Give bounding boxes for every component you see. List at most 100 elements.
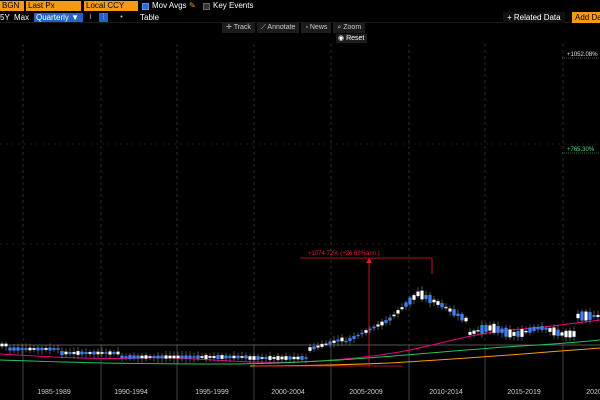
candle	[544, 327, 548, 330]
candle	[584, 311, 588, 321]
candlesticks	[0, 285, 600, 365]
reset-label: Reset	[346, 35, 365, 42]
candle	[460, 313, 464, 321]
pct-label-2: +765.30%	[567, 147, 595, 153]
candle	[468, 331, 472, 335]
candle	[484, 324, 488, 332]
candle	[332, 340, 336, 344]
candle	[176, 355, 180, 359]
candle	[240, 356, 244, 358]
candle	[44, 347, 48, 351]
period-select[interactable]: Quarterly ▼	[34, 13, 83, 22]
candle	[428, 294, 432, 304]
table-button[interactable]: Table	[140, 13, 160, 22]
reset-button[interactable]: ◉ Reset	[336, 34, 368, 43]
related-data-button[interactable]: + Related Data	[503, 12, 565, 23]
zoom-tool[interactable]: ⌕ Zoom	[333, 23, 366, 33]
more-dot-icon[interactable]: •	[120, 14, 123, 21]
candle	[212, 355, 216, 359]
candle	[252, 356, 256, 360]
candle	[360, 332, 364, 335]
candle	[432, 299, 436, 303]
price-chart[interactable]: +1074.72% (+26.63%ann.) +1052.08% +765.30…	[0, 44, 600, 400]
candle	[440, 303, 444, 308]
candle	[136, 355, 140, 359]
candle	[536, 326, 540, 330]
news-tool[interactable]: ▫ News	[301, 23, 332, 33]
candle	[248, 356, 252, 360]
x-axis: 1985-1989 1990-1994 1995-1999 2000-2004 2005…	[37, 389, 600, 396]
candle	[548, 327, 552, 332]
candle	[124, 356, 128, 358]
candle	[364, 330, 368, 333]
candle	[64, 351, 68, 355]
candle	[0, 343, 4, 347]
line-chart-icon[interactable]: ⌇	[88, 14, 93, 21]
measure-annotation: +1074.72% (+26.63%ann.)	[255, 251, 433, 367]
field-select[interactable]: Last Px	[26, 1, 81, 11]
zoom-label: Zoom	[343, 24, 362, 31]
x-tick-label: 2020	[586, 389, 600, 396]
candle	[376, 324, 380, 327]
candle	[48, 347, 52, 351]
candle	[316, 345, 320, 348]
candle	[156, 355, 160, 359]
candle	[572, 331, 576, 337]
range-5y-button[interactable]: 5Y	[0, 13, 10, 22]
key-events-checkbox[interactable]	[203, 3, 210, 10]
candle	[88, 351, 92, 355]
candle	[556, 329, 560, 336]
track-tool[interactable]: ✛ Track	[222, 23, 255, 33]
candle	[76, 350, 80, 356]
ticker-field[interactable]: BGN	[0, 1, 24, 11]
x-tick-label: 1985-1989	[37, 389, 71, 396]
candle	[404, 302, 408, 307]
candle	[224, 355, 228, 359]
candle	[24, 348, 28, 350]
candle	[336, 339, 340, 342]
chart-grid	[0, 44, 600, 400]
candle	[204, 354, 208, 360]
annotate-tool[interactable]: ⟋ Annotate	[256, 23, 300, 33]
second-toolbar	[0, 12, 600, 23]
period-label: Quarterly	[36, 13, 69, 22]
candle-chart-icon[interactable]: ⫶	[99, 13, 108, 22]
candle	[140, 355, 144, 359]
candle	[580, 311, 584, 321]
candle	[488, 325, 492, 331]
x-tick-label: 2000-2004	[271, 389, 305, 396]
candle	[164, 355, 168, 359]
x-tick-label: 2015-2019	[507, 389, 541, 396]
mov-avgs-checkbox[interactable]	[142, 3, 149, 10]
candle	[380, 321, 384, 326]
candle	[560, 332, 564, 336]
candle	[36, 347, 40, 351]
measure-label: +1074.72% (+26.63%ann.)	[308, 251, 380, 257]
candle	[232, 355, 236, 359]
x-tick-label: 2010-2014	[429, 389, 463, 396]
candle	[188, 355, 192, 359]
candle	[192, 356, 196, 358]
candle	[464, 317, 468, 322]
candle	[480, 324, 484, 334]
candle	[256, 356, 260, 360]
candle	[504, 327, 508, 337]
candle	[280, 356, 284, 360]
candle	[444, 306, 448, 309]
candle	[228, 355, 232, 359]
pencil-icon[interactable]: ✎	[189, 1, 196, 10]
candle	[588, 312, 592, 320]
candle	[532, 326, 536, 331]
currency-select[interactable]: Local CCY	[84, 1, 138, 11]
candle	[84, 352, 88, 354]
candle	[512, 331, 516, 336]
candle	[100, 352, 104, 354]
candle	[28, 347, 32, 351]
candle	[420, 290, 424, 300]
range-max-button[interactable]: Max	[14, 13, 30, 22]
candle	[344, 340, 348, 343]
moving-avg-line-2	[0, 339, 600, 365]
add-data-button[interactable]: Add Da	[572, 12, 600, 23]
candle	[184, 355, 188, 359]
candle	[424, 295, 428, 299]
